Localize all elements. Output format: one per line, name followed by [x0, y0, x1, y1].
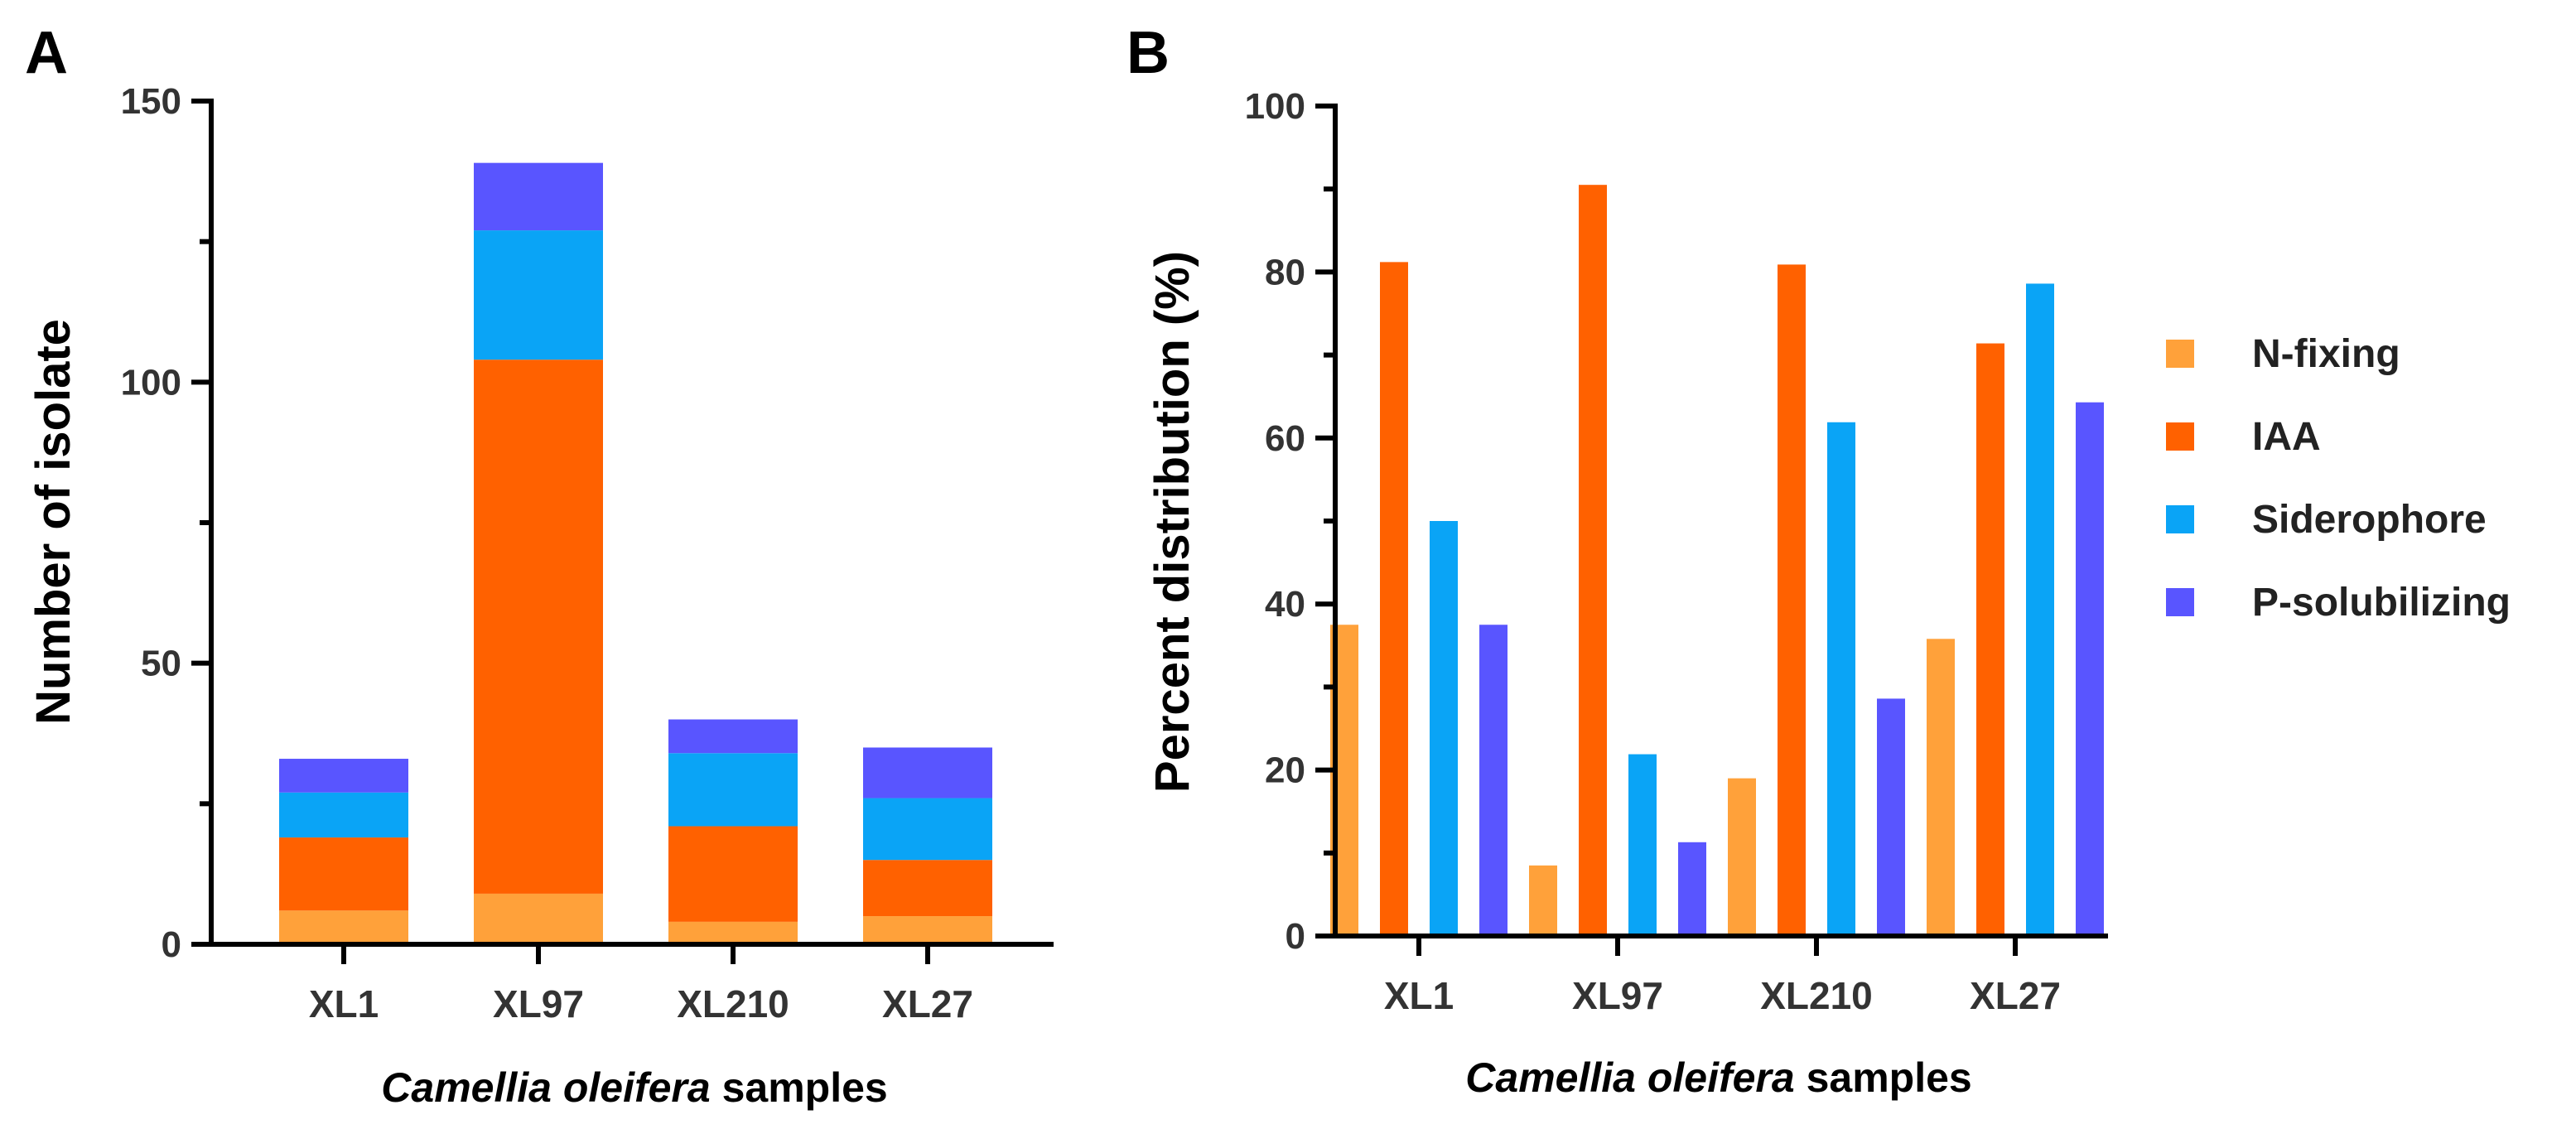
panel-a-y-axis-title: Number of isolate: [27, 319, 80, 725]
panel-a-y-tick-label: 0: [162, 924, 181, 965]
panel-a-y-tick-label: 50: [141, 644, 181, 684]
panel-b-bar-xl27-p-solubilizing: [2076, 402, 2104, 936]
panel-a-bar-xl27-iaa: [863, 860, 992, 917]
panel-a-bar-xl210-siderophore: [668, 753, 798, 827]
panel-a-category-label-xl1: XL1: [309, 982, 379, 1025]
legend-label-iaa: IAA: [2252, 415, 2321, 459]
panel-a-bar-xl97-siderophore: [474, 230, 603, 360]
panel-b-chart: B 0 20 40 60 80 100 XL1 XL97 XL210 XL27 Percent d…: [1126, 20, 2511, 1101]
panel-b-y-tick-label: 60: [1265, 418, 1305, 459]
panel-b-bar-xl27-iaa: [1976, 343, 2004, 936]
panel-b-letter: B: [1126, 20, 1170, 86]
panel-b-category-label-xl1: XL1: [1384, 974, 1454, 1017]
panel-b-x-axis-title-rest: samples: [1795, 1054, 1972, 1101]
legend-label-p-solubilizing: P-solubilizing: [2252, 581, 2511, 625]
panel-a-bars: [279, 162, 992, 944]
panel-a-bar-xl27-p-solubilizing: [863, 747, 992, 799]
panel-b-bar-xl97-n-fixing: [1529, 865, 1557, 936]
panel-a-category-label-xl97: XL97: [493, 982, 584, 1025]
panel-b-category-label-xl97: XL97: [1572, 974, 1663, 1017]
legend: N-fixing IAA Siderophore P-solubilizing: [2166, 332, 2511, 625]
panel-a-bar-xl210-iaa: [668, 826, 798, 922]
panel-b-y-tick-label: 0: [1286, 916, 1305, 957]
panel-a-category-label-xl210: XL210: [677, 982, 789, 1025]
panel-a-bar-xl1-n-fixing: [279, 910, 408, 944]
panel-a-bar-xl210-n-fixing: [668, 921, 798, 944]
panel-a-letter: A: [25, 20, 68, 86]
panel-b-axes: 0 20 40 60 80 100 XL1 XL97 XL210 XL27: [1245, 86, 2108, 1017]
panel-a-bar-xl97-iaa: [474, 359, 603, 894]
legend-label-siderophore: Siderophore: [2252, 498, 2487, 542]
legend-swatch-n-fixing: [2166, 340, 2194, 368]
panel-b-x-axis-title: Camellia oleifera samples: [1465, 1054, 1971, 1101]
legend-label-n-fixing: N-fixing: [2252, 332, 2400, 376]
panel-b-bars: [1330, 185, 2104, 937]
panel-a-bar-xl97-n-fixing: [474, 893, 603, 944]
panel-a-x-axis-title-rest: samples: [711, 1064, 888, 1111]
panel-b-category-label-xl27: XL27: [1970, 974, 2061, 1017]
panel-a-x-axis-title-italic: Camellia oleifera: [381, 1064, 710, 1111]
panel-a-y-tick-label: 150: [121, 81, 181, 122]
panel-a-x-axis-title: Camellia oleifera samples: [381, 1064, 887, 1111]
panel-a-axes: 0 50 100 150 XL1 XL97 XL210 XL27: [121, 81, 1054, 1025]
panel-a-category-label-xl27: XL27: [882, 982, 973, 1025]
panel-b-category-label-xl210: XL210: [1760, 974, 1873, 1017]
panel-b-bar-xl210-p-solubilizing: [1877, 698, 1905, 936]
panel-b-y-tick-label: 80: [1265, 252, 1305, 292]
panel-b-x-axis-title-italic: Camellia oleifera: [1465, 1054, 1794, 1101]
legend-swatch-iaa: [2166, 422, 2194, 451]
panel-a-bar-xl97-p-solubilizing: [474, 162, 603, 231]
legend-swatch-p-solubilizing: [2166, 588, 2194, 616]
panel-b-bar-xl27-siderophore: [2026, 283, 2054, 937]
panel-b-bar-xl210-iaa: [1778, 264, 1806, 937]
panel-b-bar-xl210-siderophore: [1827, 422, 1855, 937]
panel-a-chart: A 0 50 100 150 XL1 XL97 XL210 XL27 Number of is…: [25, 20, 1054, 1111]
panel-b-y-axis-title: Percent distribution (%): [1146, 251, 1199, 793]
panel-b-bar-xl97-p-solubilizing: [1678, 842, 1706, 936]
panel-b-bar-xl27-n-fixing: [1927, 639, 1955, 936]
panel-a-y-tick-label: 100: [121, 362, 181, 403]
panel-a-bar-xl1-iaa: [279, 837, 408, 911]
legend-swatch-siderophore: [2166, 505, 2194, 533]
panel-a-bar-xl210-p-solubilizing: [668, 719, 798, 754]
panel-a-bar-xl27-siderophore: [863, 798, 992, 861]
panel-b-y-tick-label: 40: [1265, 584, 1305, 625]
panel-b-y-tick-label: 100: [1245, 86, 1305, 127]
panel-b-bar-xl1-iaa: [1380, 262, 1408, 937]
panel-a-bar-xl1-p-solubilizing: [279, 759, 408, 793]
panel-b-y-tick-label: 20: [1265, 750, 1305, 791]
panel-b-bar-xl1-p-solubilizing: [1479, 625, 1507, 936]
panel-b-bar-xl97-iaa: [1579, 185, 1607, 936]
panel-a-bar-xl1-siderophore: [279, 792, 408, 838]
panel-a-bar-xl27-n-fixing: [863, 916, 992, 944]
panel-b-bar-xl1-siderophore: [1430, 521, 1458, 936]
panel-b-bar-xl210-n-fixing: [1728, 778, 1756, 936]
panel-b-bar-xl97-siderophore: [1628, 754, 1657, 936]
